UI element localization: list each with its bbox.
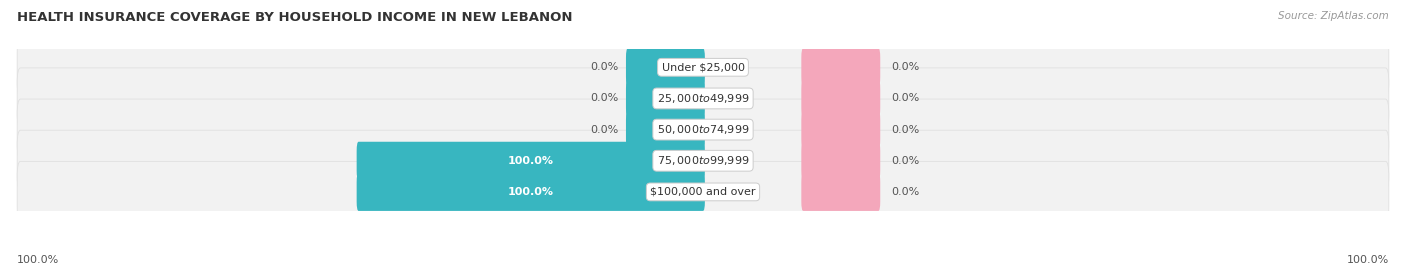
- FancyBboxPatch shape: [17, 130, 1389, 191]
- FancyBboxPatch shape: [801, 173, 880, 211]
- FancyBboxPatch shape: [17, 99, 1389, 160]
- Text: 0.0%: 0.0%: [891, 62, 920, 72]
- FancyBboxPatch shape: [801, 79, 880, 117]
- Text: 0.0%: 0.0%: [891, 93, 920, 103]
- Text: 100.0%: 100.0%: [1347, 255, 1389, 265]
- FancyBboxPatch shape: [357, 173, 704, 211]
- FancyBboxPatch shape: [801, 48, 880, 86]
- FancyBboxPatch shape: [626, 48, 704, 86]
- Text: 0.0%: 0.0%: [891, 156, 920, 166]
- Text: 0.0%: 0.0%: [891, 124, 920, 135]
- Text: $25,000 to $49,999: $25,000 to $49,999: [657, 92, 749, 105]
- Text: 0.0%: 0.0%: [891, 187, 920, 197]
- Text: 0.0%: 0.0%: [591, 62, 619, 72]
- Text: 100.0%: 100.0%: [508, 156, 554, 166]
- FancyBboxPatch shape: [801, 142, 880, 180]
- FancyBboxPatch shape: [17, 37, 1389, 98]
- Text: 0.0%: 0.0%: [591, 124, 619, 135]
- Text: Source: ZipAtlas.com: Source: ZipAtlas.com: [1278, 11, 1389, 21]
- Text: 100.0%: 100.0%: [508, 187, 554, 197]
- Text: 0.0%: 0.0%: [591, 93, 619, 103]
- FancyBboxPatch shape: [626, 79, 704, 117]
- Text: Under $25,000: Under $25,000: [661, 62, 745, 72]
- FancyBboxPatch shape: [801, 111, 880, 148]
- Text: $75,000 to $99,999: $75,000 to $99,999: [657, 154, 749, 167]
- FancyBboxPatch shape: [17, 68, 1389, 129]
- Text: 100.0%: 100.0%: [17, 255, 59, 265]
- FancyBboxPatch shape: [357, 142, 704, 180]
- Text: $100,000 and over: $100,000 and over: [650, 187, 756, 197]
- FancyBboxPatch shape: [626, 111, 704, 148]
- FancyBboxPatch shape: [17, 161, 1389, 222]
- Text: HEALTH INSURANCE COVERAGE BY HOUSEHOLD INCOME IN NEW LEBANON: HEALTH INSURANCE COVERAGE BY HOUSEHOLD I…: [17, 11, 572, 24]
- Text: $50,000 to $74,999: $50,000 to $74,999: [657, 123, 749, 136]
